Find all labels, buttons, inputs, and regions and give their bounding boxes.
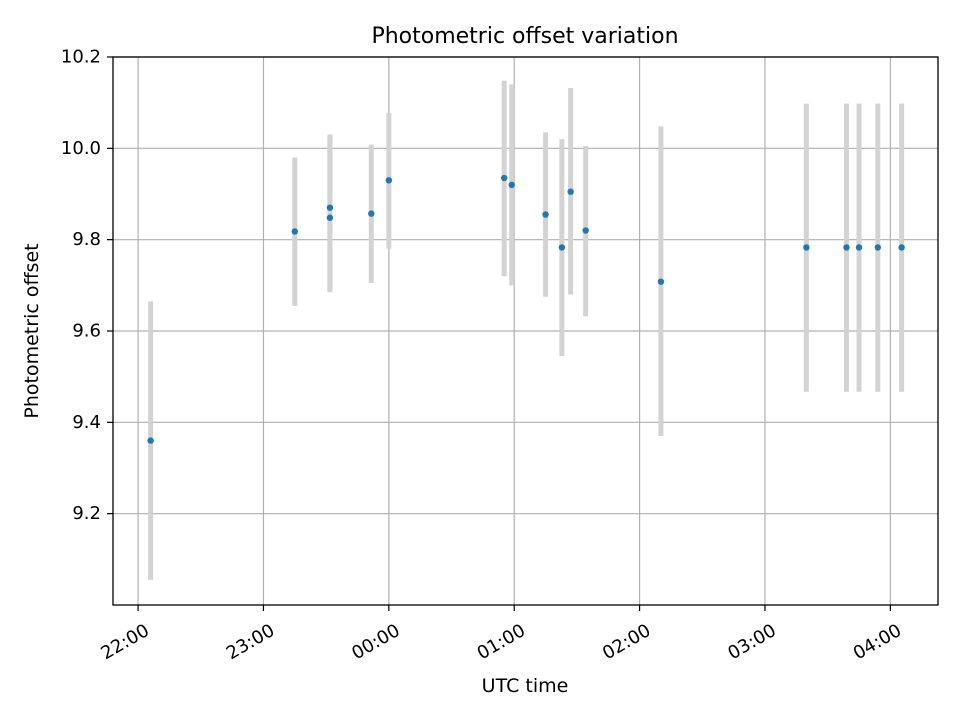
- y-tick-label: 9.8: [72, 229, 101, 250]
- data-point: [558, 244, 566, 251]
- grid-lines: [113, 56, 938, 605]
- data-point: [874, 244, 882, 251]
- y-tick-label: 9.6: [72, 321, 101, 342]
- x-tick-label: 03:00: [724, 620, 779, 664]
- y-tick-label: 10.0: [61, 138, 101, 159]
- x-tick-label: 23:00: [223, 620, 278, 664]
- data-point: [843, 244, 850, 251]
- data-point: [147, 437, 154, 444]
- y-axis-label: Photometric offset: [21, 243, 43, 418]
- data-point: [582, 227, 589, 234]
- x-tick-label: 22:00: [97, 620, 152, 664]
- data-point: [803, 244, 810, 251]
- data-point: [542, 211, 549, 218]
- data-point: [385, 177, 393, 184]
- x-tick-label: 01:00: [474, 620, 529, 664]
- data-point: [657, 278, 665, 285]
- data-point: [326, 204, 334, 211]
- x-axis-label: UTC time: [482, 675, 569, 697]
- data-point: [291, 228, 299, 235]
- data-point: [508, 181, 515, 189]
- y-axis-ticks: 9.2 9.4 9.6 9.8 10.0 10.2: [61, 47, 113, 524]
- y-tick-label: 9.2: [72, 503, 101, 524]
- x-tick-label: 02:00: [599, 620, 654, 664]
- x-axis-ticks: 22:00 23:00 00:00 01:00 02:00 03:00 04:00: [97, 605, 905, 664]
- data-point: [855, 244, 863, 251]
- data-point: [500, 174, 508, 182]
- y-tick-label: 9.4: [72, 412, 101, 433]
- chart-title: Photometric offset variation: [371, 24, 678, 49]
- x-tick-label: 00:00: [348, 620, 403, 664]
- data-point: [368, 210, 375, 217]
- data-points: [147, 174, 905, 444]
- data-point: [898, 244, 905, 251]
- y-tick-label: 10.2: [61, 47, 101, 68]
- data-point: [567, 188, 574, 195]
- data-point: [326, 214, 334, 221]
- x-tick-label: 04:00: [850, 620, 905, 664]
